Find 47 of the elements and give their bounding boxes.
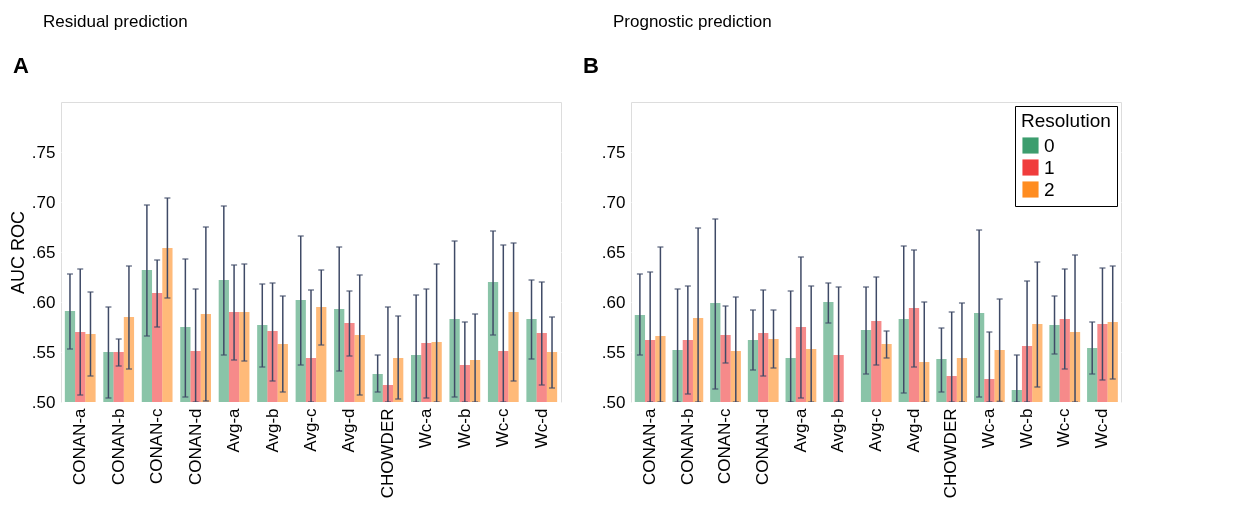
legend-label: 2 — [1044, 178, 1055, 200]
x-tick-label: Wc-a — [416, 407, 436, 449]
legend-label: 0 — [1044, 134, 1055, 156]
x-tick-label: CHOWDER — [941, 408, 961, 499]
x-tick-label: Wc-c — [493, 408, 513, 448]
x-tick-label: Avg-d — [339, 408, 359, 453]
y-tick-label: .55 — [31, 342, 56, 362]
x-tick-label: CONAN-b — [108, 408, 128, 486]
x-tick-label: Avg-c — [301, 408, 320, 452]
y-tick-label: .60 — [601, 292, 626, 312]
x-tick-label: Wc-a — [979, 407, 999, 449]
y-tick-label: .60 — [31, 292, 56, 312]
y-tick-label: .55 — [601, 342, 626, 362]
x-tick-label: Avg-a — [790, 407, 810, 453]
chart-title: Residual prediction — [43, 12, 188, 31]
chart-title: Prognostic prediction — [613, 12, 772, 31]
x-tick-label: CONAN-c — [715, 408, 735, 485]
x-tick-label: CONAN-a — [639, 407, 659, 486]
x-tick-label: Avg-b — [262, 408, 282, 453]
x-tick-label: Avg-a — [224, 407, 244, 453]
x-tick-label: Wc-b — [1016, 408, 1036, 449]
x-tick-label: Avg-d — [903, 408, 923, 453]
y-tick-label: .65 — [601, 242, 626, 262]
y-tick-label: .65 — [31, 242, 56, 262]
y-tick-label: .70 — [31, 192, 56, 212]
legend-label: 1 — [1044, 156, 1055, 178]
x-tick-label: CONAN-a — [70, 407, 90, 486]
y-tick-label: .50 — [601, 392, 626, 412]
x-tick-label: Wc-c — [1054, 408, 1074, 448]
y-tick-label: .70 — [601, 192, 626, 212]
x-tick-label: Wc-d — [531, 408, 551, 449]
x-tick-label: Avg-b — [828, 408, 848, 453]
y-tick-label: .75 — [601, 142, 626, 162]
x-tick-label: Wc-b — [454, 408, 474, 449]
legend-title: Resolution — [1021, 110, 1111, 131]
x-tick-label: CONAN-d — [752, 408, 772, 486]
text: B — [583, 53, 599, 78]
x-tick-label: Avg-c — [866, 408, 885, 452]
x-tick-label: CONAN-d — [185, 408, 205, 486]
text: A — [13, 53, 29, 78]
y-axis-title: AUC ROC — [7, 210, 28, 295]
x-tick-label: CHOWDER — [377, 408, 397, 499]
y-tick-label: .50 — [31, 392, 56, 412]
x-tick-label: Wc-d — [1092, 408, 1112, 449]
y-tick-label: .75 — [31, 142, 56, 162]
x-tick-label: CONAN-b — [677, 408, 697, 486]
x-tick-label: CONAN-c — [147, 408, 167, 485]
